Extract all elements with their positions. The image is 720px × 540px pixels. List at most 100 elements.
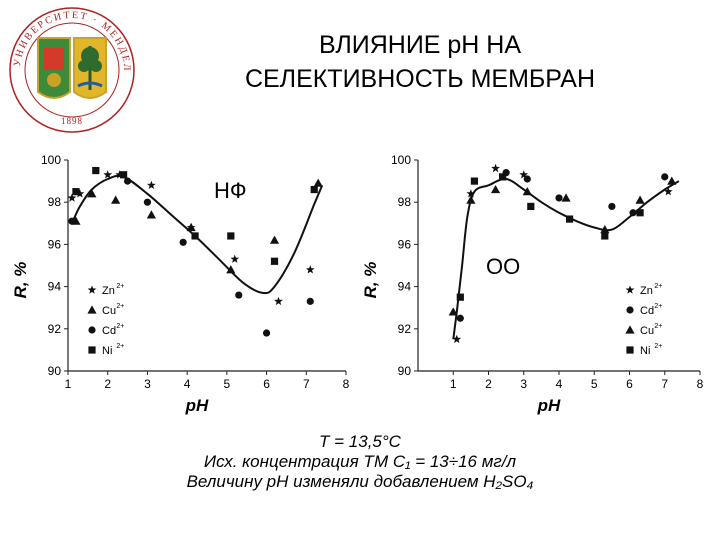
y-tick-label: 94 xyxy=(398,280,412,294)
x-tick-label: 7 xyxy=(661,377,668,391)
x-tick-label: 8 xyxy=(697,377,704,391)
legend-marker xyxy=(87,305,97,314)
legend-label: Cu xyxy=(640,325,654,337)
data-point-cu2plus xyxy=(313,178,323,187)
data-point-cu2plus xyxy=(186,222,196,232)
data-point-ni2plus xyxy=(456,293,464,301)
legend-charge: 2+ xyxy=(116,283,124,290)
data-point-cd2plus xyxy=(555,194,563,202)
legend-charge: 2+ xyxy=(116,303,124,310)
y-tick-label: 92 xyxy=(48,322,62,336)
data-point-cd2plus xyxy=(661,173,669,181)
data-point-ni2plus xyxy=(191,232,199,240)
data-point-zn2plus xyxy=(519,170,529,179)
legend-label: Cd xyxy=(102,325,116,337)
y-tick-label: 90 xyxy=(48,364,62,378)
y-tick-label: 100 xyxy=(41,153,61,167)
logo-emblem: УНИВЕРСИТЕТ · МЕНДЕЛЕЕВА 1898 xyxy=(0,0,135,133)
legend-label: Zn xyxy=(102,285,115,297)
data-point-cd2plus xyxy=(143,198,152,206)
y-axis-title: R, % xyxy=(11,262,30,299)
chart-oo: 90 92 94 96 98 100 1 2 3 4 5 6 7 8 pH R, % Zn 2+ Cd 2+ Cu 2+ N… xyxy=(358,140,716,420)
data-point-cd2plus xyxy=(68,217,76,225)
legend-charge: 2+ xyxy=(654,323,662,330)
x-tick-label: 4 xyxy=(184,377,191,391)
data-point-ni2plus xyxy=(72,188,80,196)
data-point-zn2plus xyxy=(305,265,315,274)
membrane-type-label: ОО xyxy=(486,254,520,279)
x-tick-label: 6 xyxy=(263,377,270,391)
data-point-cd2plus xyxy=(456,314,464,322)
data-point-cd2plus xyxy=(608,202,616,211)
legend-charge: 2+ xyxy=(654,343,662,350)
x-tick-label: 3 xyxy=(144,377,151,391)
x-axis-title: pH xyxy=(537,396,561,415)
legend-charge: 2+ xyxy=(116,323,124,330)
data-point-zn2plus xyxy=(115,170,124,179)
data-point-cu2plus xyxy=(522,187,532,196)
data-point-zn2plus xyxy=(230,254,240,263)
data-point-cd2plus xyxy=(235,291,243,299)
university-logo: УНИВЕРСИТЕТ · МЕНДЕЛЕЕВА 1898 xyxy=(0,0,145,135)
legend-marker xyxy=(626,306,634,314)
legend-label: Ni xyxy=(102,345,112,357)
y-tick-label: 92 xyxy=(398,322,412,336)
data-point-ni2plus xyxy=(527,202,535,211)
data-point-cu2plus xyxy=(667,176,677,185)
x-tick-label: 3 xyxy=(520,377,527,391)
x-tick-label: 8 xyxy=(343,377,350,391)
legend-marker xyxy=(88,326,96,334)
data-point-cd2plus xyxy=(523,175,531,183)
legend-marker xyxy=(88,346,96,354)
legend-label: Ni xyxy=(640,345,650,357)
x-tick-label: 2 xyxy=(485,377,492,391)
data-point-ni2plus xyxy=(601,232,609,240)
legend-charge: 2+ xyxy=(654,283,662,290)
chart-nf: 90 92 94 96 98 100 1 2 3 4 5 6 7 8 pH R, % Zn 2+ Cu 2+ Cd 2+ N… xyxy=(4,140,360,420)
data-point-cu2plus xyxy=(600,225,610,234)
data-point-zn2plus xyxy=(452,334,462,344)
logo-year: 1898 xyxy=(61,116,83,126)
condition-temperature: T = 13,5°C xyxy=(319,432,401,451)
data-point-zn2plus xyxy=(103,170,113,179)
data-point-cu2plus xyxy=(466,195,476,204)
data-point-cd2plus xyxy=(262,329,271,337)
legend-marker xyxy=(626,346,634,354)
data-point-zn2plus xyxy=(75,189,85,198)
x-tick-label: 7 xyxy=(303,377,310,391)
data-point-ni2plus xyxy=(227,232,235,240)
data-point-ni2plus xyxy=(636,209,644,217)
y-tick-label: 94 xyxy=(48,280,62,294)
data-point-cd2plus xyxy=(306,297,314,305)
y-tick-label: 98 xyxy=(398,195,412,209)
data-point-zn2plus xyxy=(67,193,77,202)
data-point-zn2plus xyxy=(466,189,476,198)
data-point-ni2plus xyxy=(120,171,128,179)
data-point-zn2plus xyxy=(147,180,156,189)
data-point-zn2plus xyxy=(491,163,500,173)
x-tick-label: 6 xyxy=(626,377,633,391)
x-tick-label: 4 xyxy=(556,377,563,391)
legend-marker xyxy=(625,325,635,334)
legend-label: Cu xyxy=(102,305,116,317)
y-tick-label: 100 xyxy=(391,153,411,167)
data-point-zn2plus xyxy=(663,187,673,196)
slide-title: ВЛИЯНИЕ pH НА СЕЛЕКТИВНОСТЬ МЕМБРАН xyxy=(190,28,650,96)
x-axis-title: pH xyxy=(185,396,209,415)
x-tick-label: 5 xyxy=(224,377,231,391)
y-tick-label: 90 xyxy=(398,364,412,378)
data-point-zn2plus xyxy=(274,296,283,306)
y-tick-label: 96 xyxy=(398,237,412,251)
membrane-type-label: НФ xyxy=(214,178,247,203)
title-line-1: ВЛИЯНИЕ pH НА xyxy=(318,31,522,59)
x-tick-label: 1 xyxy=(450,377,457,391)
data-point-cd2plus xyxy=(629,209,637,217)
data-point-ni2plus xyxy=(270,257,279,265)
legend-marker xyxy=(87,285,97,294)
data-point-cd2plus xyxy=(179,238,187,246)
y-tick-label: 96 xyxy=(48,237,62,251)
data-point-ni2plus xyxy=(310,185,318,194)
legend-charge: 2+ xyxy=(654,303,662,310)
x-tick-label: 1 xyxy=(65,377,72,391)
